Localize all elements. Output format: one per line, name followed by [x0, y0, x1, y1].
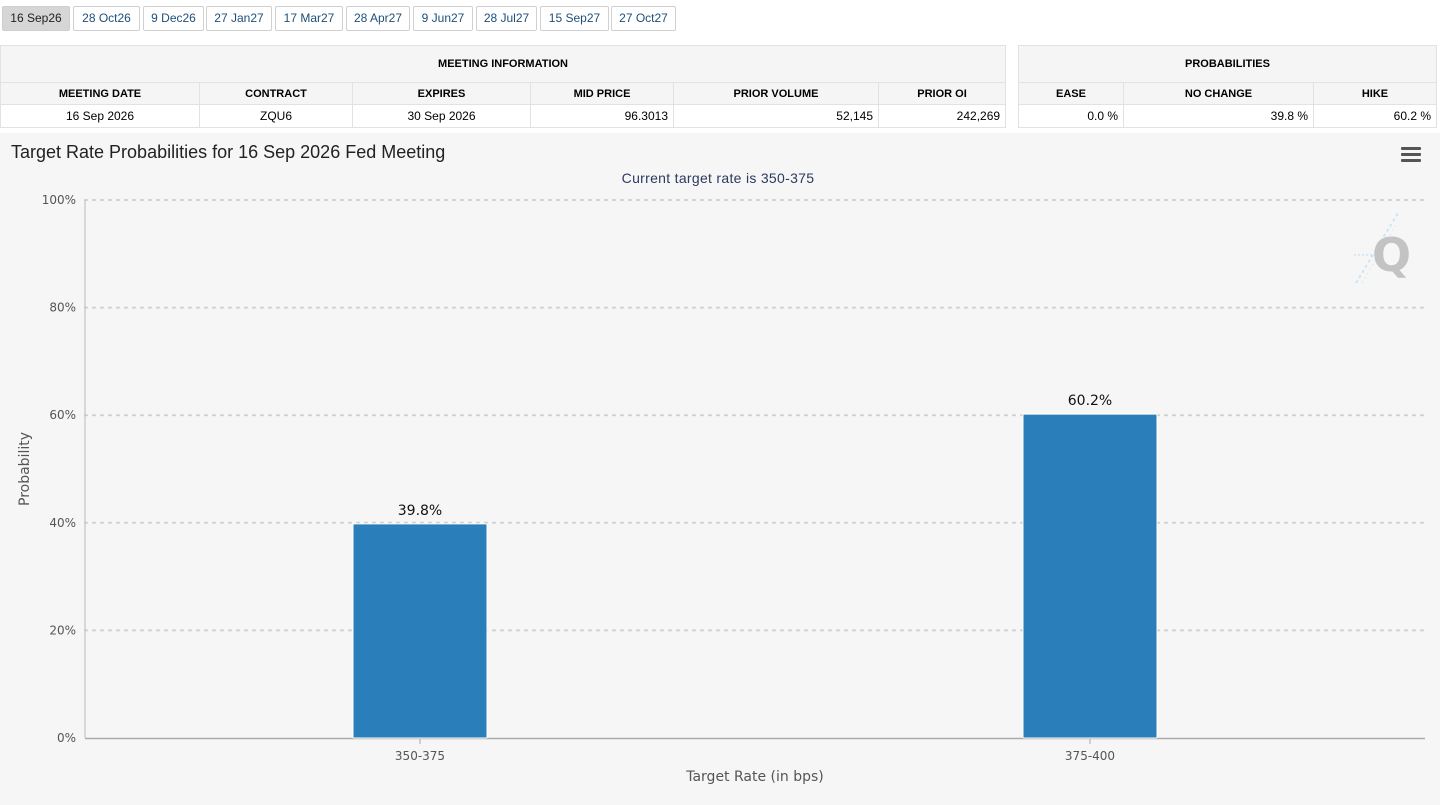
header-no-change: NO CHANGE	[1123, 82, 1314, 105]
header-ease: EASE	[1018, 82, 1124, 105]
cell-expires: 30 Sep 2026	[352, 104, 531, 128]
tab-28-jul27[interactable]: 28 Jul27	[476, 6, 537, 31]
cell-no-change: 39.8 %	[1123, 104, 1314, 128]
chart-labels: 0% 20% 40% 60% 80% 100% 39.8% 350-375 60.2% 375-4…	[17, 193, 1115, 785]
y-tick-label: 40%	[49, 516, 76, 530]
header-contract: CONTRACT	[199, 82, 353, 105]
x-axis-title: Target Rate (in bps)	[685, 769, 824, 785]
y-tick-label: 100%	[42, 193, 76, 207]
meeting-information-title: MEETING INFORMATION	[0, 45, 1007, 83]
hamburger-menu-icon[interactable]	[1401, 147, 1421, 163]
y-tick-label: 80%	[49, 301, 76, 315]
tab-9-jun27[interactable]: 9 Jun27	[413, 6, 473, 31]
header-meeting-date: MEETING DATE	[0, 82, 200, 105]
y-tick-label: 60%	[49, 408, 76, 422]
q-logo-icon: Q	[1354, 212, 1411, 284]
tab-27-jan27[interactable]: 27 Jan27	[206, 6, 272, 31]
x-tick-label: 375-400	[1065, 749, 1115, 763]
bar-data-label: 60.2%	[1068, 393, 1112, 409]
chart-svg: Q 0% 20% 40% 60% 80% 100% 39.8% 350-375 60.2% 375…	[17, 193, 1426, 785]
cell-mid-price: 96.3013	[530, 104, 674, 128]
chart-bars	[352, 413, 1158, 739]
chart-gridlines	[84, 199, 1426, 744]
chart-title: Target Rate Probabilities for 16 Sep 202…	[11, 142, 446, 162]
probabilities-title: PROBABILITIES	[1018, 45, 1437, 83]
tab-16-sep26[interactable]: 16 Sep26	[2, 6, 70, 31]
probability-chart: Q 0% 20% 40% 60% 80% 100% 39.8% 350-375 60.2% 375…	[0, 133, 1440, 805]
header-hike: HIKE	[1313, 82, 1437, 105]
tab-28-oct26[interactable]: 28 Oct26	[73, 6, 140, 31]
probabilities-table: PROBABILITIES EASE NO CHANGE HIKE 0.0 % …	[1018, 45, 1437, 128]
cell-ease: 0.0 %	[1018, 104, 1124, 128]
header-mid-price: MID PRICE	[530, 82, 674, 105]
y-axis-title: Probability	[17, 432, 33, 506]
cell-prior-volume: 52,145	[673, 104, 879, 128]
cell-hike: 60.2 %	[1313, 104, 1437, 128]
tab-15-sep27[interactable]: 15 Sep27	[540, 6, 609, 31]
bar	[1022, 413, 1158, 739]
y-tick-label: 20%	[49, 623, 76, 637]
bar	[352, 523, 488, 739]
header-prior-volume: PRIOR VOLUME	[673, 82, 879, 105]
tab-9-dec26[interactable]: 9 Dec26	[143, 6, 204, 31]
header-expires: EXPIRES	[352, 82, 531, 105]
tab-27-oct27[interactable]: 27 Oct27	[611, 6, 676, 31]
bar-data-label: 39.8%	[398, 503, 442, 519]
cell-contract: ZQU6	[199, 104, 353, 128]
header-prior-oi: PRIOR OI	[877, 82, 1007, 105]
tab-17-mar27[interactable]: 17 Mar27	[275, 6, 343, 31]
y-tick-label: 0%	[57, 731, 76, 745]
cell-meeting-date: 16 Sep 2026	[0, 104, 200, 128]
tab-28-apr27[interactable]: 28 Apr27	[346, 6, 410, 31]
chart-subtitle: Current target rate is 350-375	[621, 170, 815, 186]
meeting-information-table: MEETING INFORMATION MEETING DATE CONTRAC…	[0, 45, 1007, 128]
cell-prior-oi: 242,269	[877, 104, 1007, 128]
x-tick-label: 350-375	[395, 749, 445, 763]
svg-text:Q: Q	[1372, 228, 1411, 282]
